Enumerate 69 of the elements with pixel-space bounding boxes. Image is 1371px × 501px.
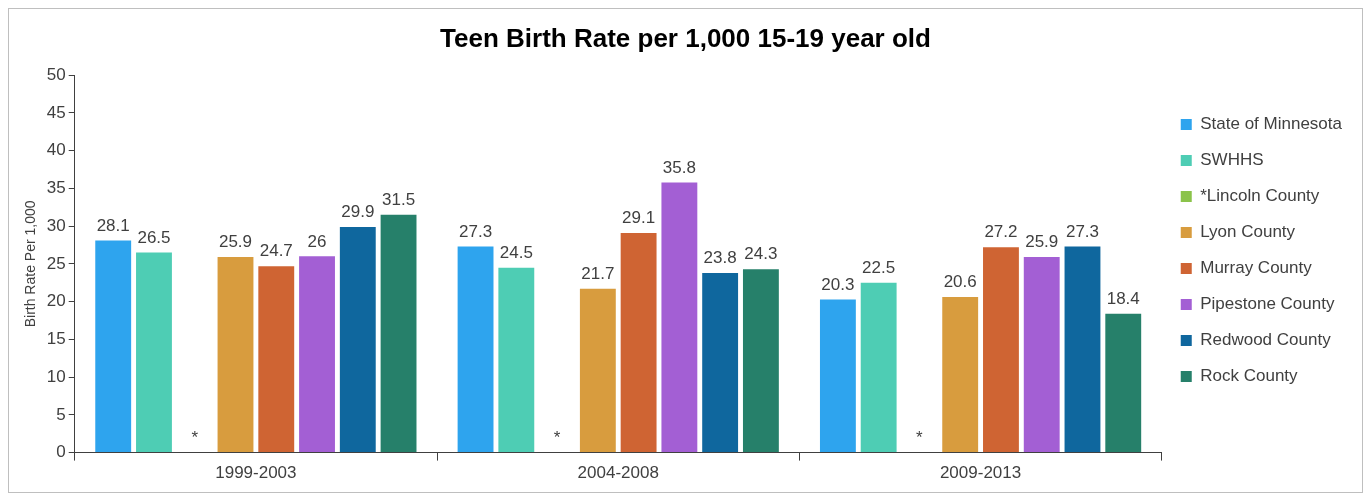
data-label: 25.9: [218, 232, 253, 252]
bar: [983, 247, 1019, 453]
legend-label: SWHHS: [1200, 150, 1264, 170]
legend-label: Lyon County: [1200, 222, 1296, 242]
data-label: 18.4: [1106, 288, 1140, 308]
data-label: 26: [307, 231, 327, 251]
y-tick-label: 45: [46, 102, 66, 122]
bar: [258, 266, 295, 453]
y-tick-label: 10: [46, 366, 66, 386]
bar: [1023, 257, 1060, 453]
x-tick-label: 2004-2008: [577, 463, 659, 483]
bar: [742, 269, 779, 453]
y-tick-label: 5: [56, 404, 66, 424]
bar: [380, 214, 417, 453]
bar: [661, 182, 698, 453]
data-label: 20.6: [943, 272, 977, 292]
y-axis-title: Birth Rate Per 1,000: [22, 200, 39, 328]
bar: [339, 226, 376, 453]
data-label: 24.5: [499, 242, 533, 262]
data-label: 21.7: [581, 264, 615, 283]
legend-label: Rock County: [1200, 366, 1299, 386]
y-tick-label: 20: [46, 291, 66, 311]
bar: [299, 256, 335, 453]
data-label: 27.3: [459, 221, 493, 241]
bar: [457, 246, 494, 453]
data-label: 24.3: [744, 244, 778, 264]
legend-label: Murray County: [1200, 258, 1313, 278]
bar: [702, 272, 739, 453]
data-label: 25.9: [1025, 232, 1059, 252]
bar: [620, 232, 657, 453]
bar: [1105, 313, 1142, 453]
data-label: 24.7: [259, 241, 293, 261]
data-label: 27.3: [1065, 221, 1100, 241]
bar: [860, 282, 897, 453]
chart-title: Teen Birth Rate per 1,000 15-19 year old: [440, 22, 931, 53]
data-label: 20.3: [821, 274, 855, 294]
y-tick-label: 35: [46, 178, 66, 198]
legend-label: *Lincoln County: [1200, 186, 1320, 206]
text: *: [191, 427, 199, 447]
bar: [819, 299, 856, 453]
y-tick-label: 40: [46, 140, 66, 160]
data-label: 29.1: [622, 208, 656, 228]
data-label: 31.5: [382, 190, 416, 210]
text: *: [553, 427, 561, 447]
legend-label: State of Minnesota: [1200, 114, 1343, 134]
y-tick-label: 0: [56, 442, 66, 462]
legend-label: Redwood County: [1200, 330, 1332, 350]
bar: [498, 267, 535, 453]
data-label: 27.2: [984, 222, 1018, 242]
legend-label: Pipestone County: [1200, 294, 1335, 314]
data-label: 23.8: [703, 248, 737, 268]
bar: [579, 288, 616, 453]
y-tick-label: 25: [46, 253, 66, 273]
y-tick-label: 50: [46, 64, 66, 84]
data-label: 28.1: [96, 215, 130, 235]
y-tick-label: 30: [46, 215, 66, 235]
bar: [217, 257, 254, 453]
data-label: 26.5: [137, 227, 171, 247]
text: *: [916, 427, 923, 447]
bar: [95, 240, 132, 453]
bar: [942, 297, 979, 453]
data-label: 29.9: [341, 202, 375, 222]
x-tick-label: 1999-2003: [215, 463, 297, 483]
bar: [1064, 246, 1101, 453]
x-tick-label: 2009-2013: [939, 463, 1022, 483]
data-label: 35.8: [662, 157, 696, 177]
bar: [136, 252, 172, 453]
y-tick-label: 15: [46, 329, 66, 349]
data-label: 22.5: [862, 257, 896, 277]
